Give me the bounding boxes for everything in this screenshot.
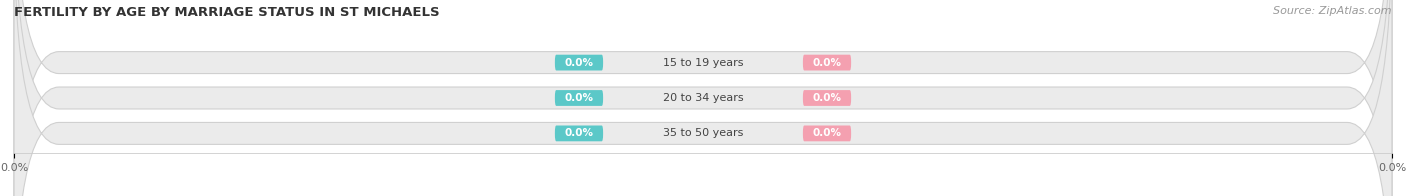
FancyBboxPatch shape [555,90,603,106]
FancyBboxPatch shape [14,0,1392,196]
Text: 0.0%: 0.0% [564,58,593,68]
Text: 0.0%: 0.0% [813,58,842,68]
FancyBboxPatch shape [555,55,603,71]
Text: 0.0%: 0.0% [813,128,842,138]
FancyBboxPatch shape [803,125,851,141]
Text: 35 to 50 years: 35 to 50 years [662,128,744,138]
FancyBboxPatch shape [803,55,851,71]
Text: 20 to 34 years: 20 to 34 years [662,93,744,103]
Text: Source: ZipAtlas.com: Source: ZipAtlas.com [1274,6,1392,16]
Text: 0.0%: 0.0% [564,93,593,103]
Text: 0.0%: 0.0% [813,93,842,103]
Text: FERTILITY BY AGE BY MARRIAGE STATUS IN ST MICHAELS: FERTILITY BY AGE BY MARRIAGE STATUS IN S… [14,6,440,19]
FancyBboxPatch shape [555,125,603,141]
Text: 0.0%: 0.0% [564,128,593,138]
FancyBboxPatch shape [803,90,851,106]
FancyBboxPatch shape [14,0,1392,196]
Text: 15 to 19 years: 15 to 19 years [662,58,744,68]
FancyBboxPatch shape [14,0,1392,196]
